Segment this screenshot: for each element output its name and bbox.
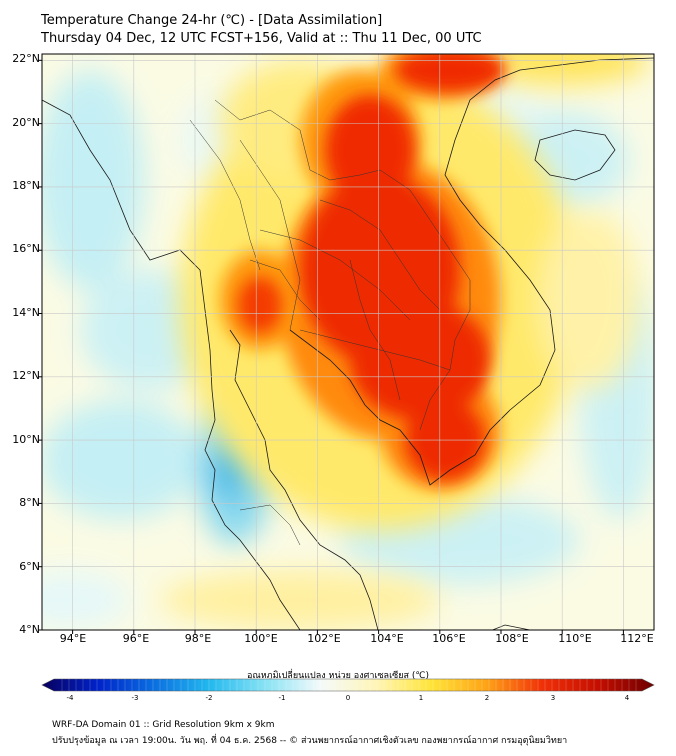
colorbar-tick: -3: [131, 694, 139, 702]
colorbar-tick: -1: [278, 694, 286, 702]
map-title: Temperature Change 24-hr (℃) - [Data Ass…: [41, 13, 383, 28]
colorbar-tick: -2: [205, 694, 213, 702]
map-subtitle: Thursday 04 Dec, 12 UTC FCST+156, Valid …: [41, 31, 482, 46]
colorbar-tick: -4: [66, 694, 74, 702]
lat-label: 20°N: [12, 116, 40, 129]
colorbar: [41, 678, 655, 692]
lat-label: 18°N: [12, 179, 40, 192]
lon-label: 104°E: [370, 632, 404, 645]
colorbar-label: อุณหภูมิเปลี่ยนแปลง หน่วย องศาเซลเซียส (…: [246, 671, 430, 681]
lat-label: 12°N: [12, 369, 40, 382]
lat-label: 22°N: [12, 52, 40, 65]
lat-label: 10°N: [12, 433, 40, 446]
footer-model-info: WRF-DA Domain 01 :: Grid Resolution 9km …: [52, 720, 275, 730]
lon-label: 106°E: [432, 632, 466, 645]
lon-label: 100°E: [244, 632, 278, 645]
footer-credit: ปรับปรุงข้อมูล ณ เวลา 19:00น. วัน พฤ. ที…: [52, 736, 568, 746]
lat-label: 4°N: [19, 623, 40, 636]
colorbar-tick: 4: [624, 694, 630, 702]
lat-label: 8°N: [19, 496, 40, 509]
lon-label: 94°E: [59, 632, 87, 645]
lat-label: 6°N: [19, 560, 40, 573]
lat-label: 16°N: [12, 242, 40, 255]
lon-label: 112°E: [620, 632, 654, 645]
lon-label: 98°E: [184, 632, 212, 645]
colorbar-tick: 0: [345, 694, 351, 702]
colorbar-tick: 2: [484, 694, 490, 702]
lat-label: 14°N: [12, 306, 40, 319]
lon-label: 110°E: [558, 632, 592, 645]
lon-label: 102°E: [307, 632, 341, 645]
lon-label: 96°E: [122, 632, 150, 645]
coastlines: [42, 57, 654, 630]
colorbar-tick: 3: [550, 694, 556, 702]
axis-ticks: [38, 59, 624, 634]
lon-label: 108°E: [495, 632, 529, 645]
colorbar-tick: 1: [418, 694, 424, 702]
plot-frame: [41, 53, 655, 631]
temperature-change-map: [38, 53, 655, 634]
